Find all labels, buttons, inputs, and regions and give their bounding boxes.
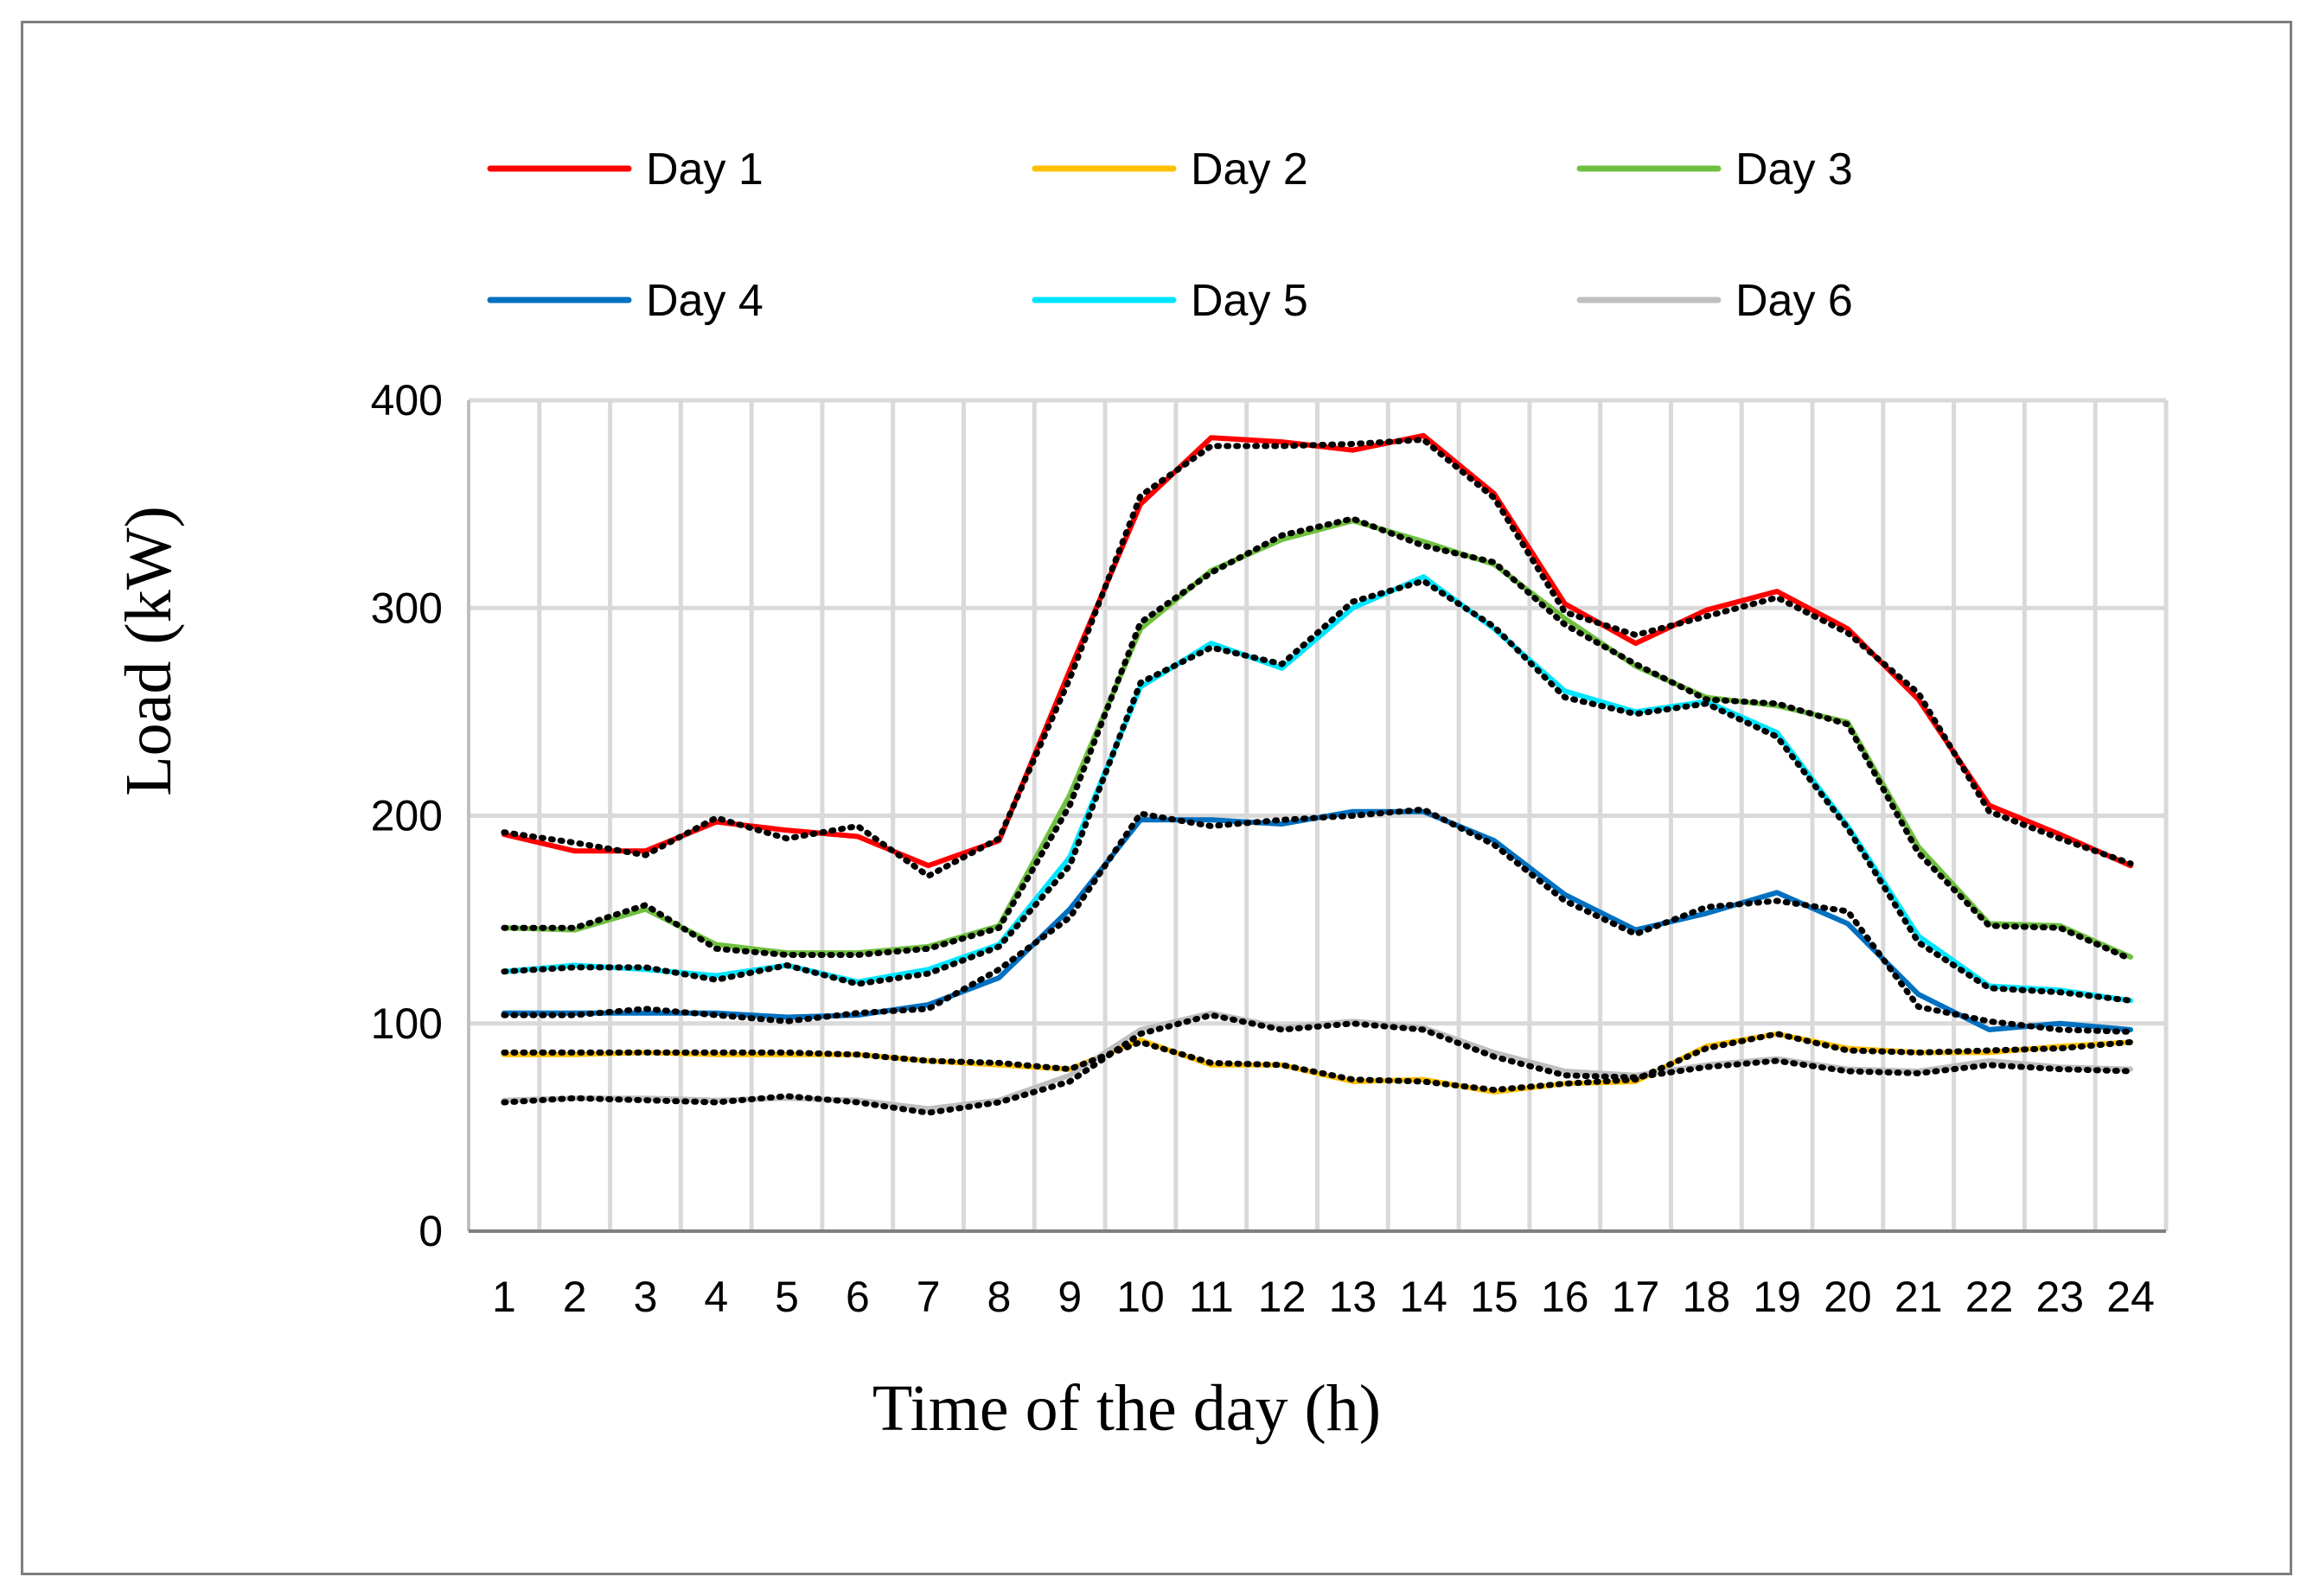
dotted-overlay-line [501,437,2134,879]
x-tick-label: 16 [1541,1273,1589,1321]
x-tick-label: 15 [1470,1273,1518,1321]
legend: Day 1 Day 2 Day 3 Day 4 Day 5 Day 6 [487,144,1853,326]
dotted-overlay-line [501,806,2134,1035]
legend-label-day-1: Day 1 [646,144,764,195]
y-axis-title: Load (kW) [112,506,185,796]
x-tick-label: 21 [1894,1273,1943,1321]
chart-frame: Day 1 Day 2 Day 3 Day 4 Day 5 Day 6 0 100 200 30… [21,21,2292,1575]
x-tick-label: 4 [704,1273,728,1321]
dotted-overlay-line [501,1012,2134,1116]
x-tick-label: 11 [1189,1273,1234,1321]
x-tick-label: 10 [1116,1273,1165,1321]
x-tick-label: 19 [1753,1273,1801,1321]
series-line-day-2 [501,1031,2134,1095]
dotted-overlay-lines [501,437,2134,1116]
x-tick-label: 17 [1612,1273,1660,1321]
legend-label-day-2: Day 2 [1191,144,1308,195]
x-tick-label: 5 [775,1273,799,1321]
x-tick-label: 23 [2036,1273,2085,1321]
x-tick-label: 6 [846,1273,870,1321]
x-tick-label: 8 [987,1273,1012,1321]
x-tick-label: 7 [917,1273,941,1321]
axes [467,400,2166,1233]
legend-label-day-6: Day 6 [1735,276,1853,326]
legend-label-day-5: Day 5 [1191,276,1308,326]
x-tick-label: 3 [634,1273,658,1321]
x-tick-label: 13 [1329,1273,1377,1321]
x-tick-label: 9 [1057,1273,1082,1321]
y-tick-label: 200 [371,792,443,840]
legend-label-day-3: Day 3 [1735,144,1853,195]
y-tick-label: 0 [419,1207,443,1255]
dotted-overlay-line [501,578,2134,1004]
x-axis-title: Time of the day (h) [872,1372,1381,1445]
x-tick-label: 2 [563,1273,587,1321]
x-tick-label: 20 [1824,1273,1872,1321]
y-tick-label: 100 [371,999,443,1048]
x-tick-label: 24 [2106,1273,2155,1321]
y-tick-label: 300 [371,584,443,632]
x-tick-label: 18 [1683,1273,1731,1321]
line-chart: Day 1 Day 2 Day 3 Day 4 Day 5 Day 6 0 100 200 30… [112,144,2169,1445]
legend-label-day-4: Day 4 [646,276,764,326]
y-tick-label: 400 [371,376,443,425]
dotted-overlay-line [501,515,2134,962]
x-tick-label: 12 [1258,1273,1307,1321]
x-tick-label: 1 [492,1273,516,1321]
dotted-overlay-line [501,1031,2134,1094]
x-tick-label: 14 [1399,1273,1447,1321]
x-tick-label: 22 [1965,1273,2014,1321]
